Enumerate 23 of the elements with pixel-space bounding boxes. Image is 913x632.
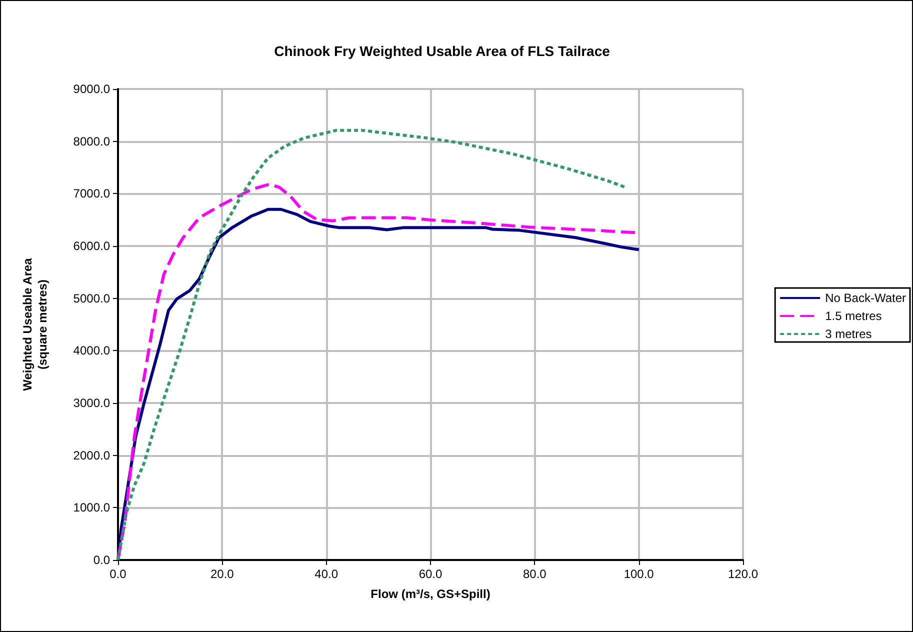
y-tick-label: 5000.0 [73,291,110,306]
y-tick-label: 4000.0 [73,344,110,358]
x-tick-label: 40.0 [314,567,338,581]
y-tick-label: 8000.0 [73,134,110,148]
y-tick-label: 0.0 [93,553,110,567]
y-tick-label: 3000.0 [73,396,110,410]
x-tick-label: 60.0 [418,567,442,581]
y-tick-label: 6000.0 [73,239,110,253]
x-tick-label: 20.0 [210,567,234,581]
chart-title: Chinook Fry Weighted Usable Area of FLS Tailrace [274,43,610,59]
legend-label: 1.5 metres [825,309,882,323]
legend-label: No Back-Water [825,291,906,305]
y-axis-title: Weighted Useable Area (square metres) [20,258,50,391]
y-tick-label: 2000.0 [73,448,110,462]
x-tick-label: 80.0 [522,567,547,581]
x-tick-label: 0.0 [110,567,127,581]
legend-label: 3 metres [825,327,872,341]
x-tick-label: 120.0 [728,567,758,581]
y-tick-label: 7000.0 [73,186,110,201]
x-axis-title: Flow (m³/s, GS+Spill) [370,587,490,601]
x-tick-label: 100.0 [624,567,654,581]
y-tick-label: 1000.0 [73,500,110,515]
y-tick-label: 9000.0 [73,82,110,96]
